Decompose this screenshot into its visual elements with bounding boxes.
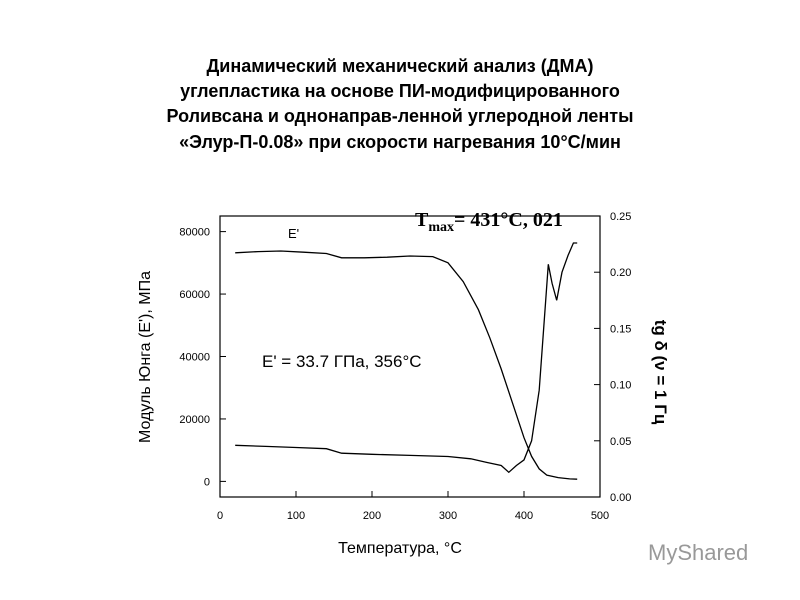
value-annotation: E' = 33.7 ГПа, 356°C: [262, 352, 422, 371]
x-tick-label: 300: [439, 510, 457, 522]
title-line: Роливсана и однонаправ-ленной углеродной…: [167, 106, 634, 126]
tmax-rest: = 431°C, 021: [454, 209, 563, 231]
title-line: углепластика на основе ПИ-модифицированн…: [180, 81, 620, 101]
x-tick-label: 400: [515, 510, 533, 522]
series-annotation: E': [288, 226, 299, 241]
y-tick-label: 20000: [179, 414, 210, 426]
watermark: MyShared: [648, 540, 748, 565]
series-line: [235, 250, 578, 480]
title-line: Динамический механический анализ (ДМА): [206, 56, 593, 76]
y2-tick-label: 0.00: [610, 492, 631, 504]
tmax-annotation: Tmax= 431°C, 021: [415, 209, 563, 235]
y2-tick-label: 0.10: [610, 380, 631, 392]
y2-tick-label: 0.20: [610, 267, 631, 279]
x-tick-label: 100: [287, 510, 305, 522]
tmax-sub: max: [428, 220, 454, 235]
y-tick-label: 80000: [179, 227, 210, 239]
tmax-t: T: [415, 209, 429, 231]
y2-tick-label: 0.15: [610, 323, 631, 335]
y-axis-label: Модуль Юнга (E'), МПа: [137, 271, 154, 443]
y2-axis-label: tg δ (ν = 1 Гц: [651, 320, 670, 425]
y2-tick-label: 0.25: [610, 211, 631, 223]
x-tick-label: 500: [591, 510, 609, 522]
y-tick-label: 40000: [179, 352, 210, 364]
x-axis-label: Температура, °С: [338, 540, 462, 557]
x-tick-label: 200: [363, 510, 381, 522]
y-tick-label: 0: [204, 476, 210, 488]
y-tick-label: 60000: [179, 289, 210, 301]
title-line: «Элур-П-0.08» при скорости нагревания 10…: [179, 132, 621, 152]
y2-tick-label: 0.05: [610, 436, 631, 448]
series-line: [235, 242, 578, 474]
x-tick-label: 0: [217, 510, 223, 522]
